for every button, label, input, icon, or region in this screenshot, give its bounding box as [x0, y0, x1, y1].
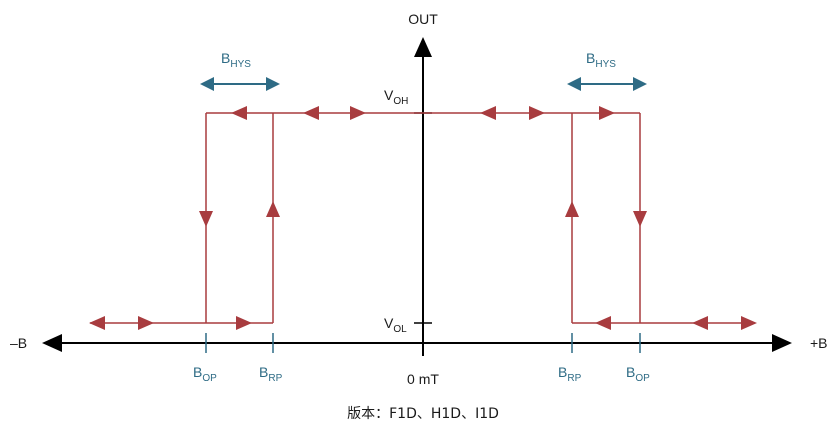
- arrow-left-icon: [303, 106, 319, 120]
- x-axis-right-arrow: [772, 334, 792, 352]
- arrow-down-icon: [633, 211, 647, 227]
- bhys-arrows: [200, 77, 647, 91]
- double-arrow-right-icon: [633, 77, 647, 91]
- double-arrow-left-icon: [200, 77, 214, 91]
- axes: [42, 37, 792, 356]
- neg-b-label: –B: [10, 335, 27, 351]
- arrow-left-icon: [231, 106, 247, 120]
- arrow-left-icon: [480, 106, 496, 120]
- arrow-up-icon: [266, 201, 280, 217]
- pos-b-label: +B: [810, 335, 828, 351]
- arrow-right-icon: [599, 106, 615, 120]
- bop-pos-label: BOP: [626, 364, 650, 384]
- arrow-left-icon: [692, 316, 708, 330]
- arrow-right-icon: [138, 316, 154, 330]
- origin-label: 0 mT: [407, 371, 439, 387]
- double-arrow-left-icon: [567, 77, 581, 91]
- arrow-right-icon: [236, 316, 252, 330]
- curve-arrows: [89, 106, 757, 330]
- brp-neg-label: BRP: [259, 364, 283, 384]
- voh-label: VOH: [384, 87, 408, 107]
- arrow-right-icon: [741, 316, 757, 330]
- arrow-left-icon: [595, 316, 611, 330]
- out-axis-label: OUT: [408, 11, 438, 27]
- bhys-right-label: BHYS: [586, 50, 616, 70]
- vol-label: VOL: [384, 315, 407, 335]
- arrow-down-icon: [199, 211, 213, 227]
- arrow-right-icon: [529, 106, 545, 120]
- arrow-right-icon: [350, 106, 366, 120]
- arrow-up-icon: [565, 201, 579, 217]
- caption: 版本：F1D、H1D、I1D: [347, 406, 499, 422]
- y-axis-top-arrow: [414, 37, 432, 57]
- arrow-left-icon: [89, 316, 105, 330]
- threshold-ticks: [205, 333, 641, 353]
- bhys-left-label: BHYS: [221, 50, 251, 70]
- x-axis-left-arrow: [42, 334, 62, 352]
- double-arrow-right-icon: [266, 77, 280, 91]
- bop-neg-label: BOP: [193, 364, 217, 384]
- brp-pos-label: BRP: [558, 364, 582, 384]
